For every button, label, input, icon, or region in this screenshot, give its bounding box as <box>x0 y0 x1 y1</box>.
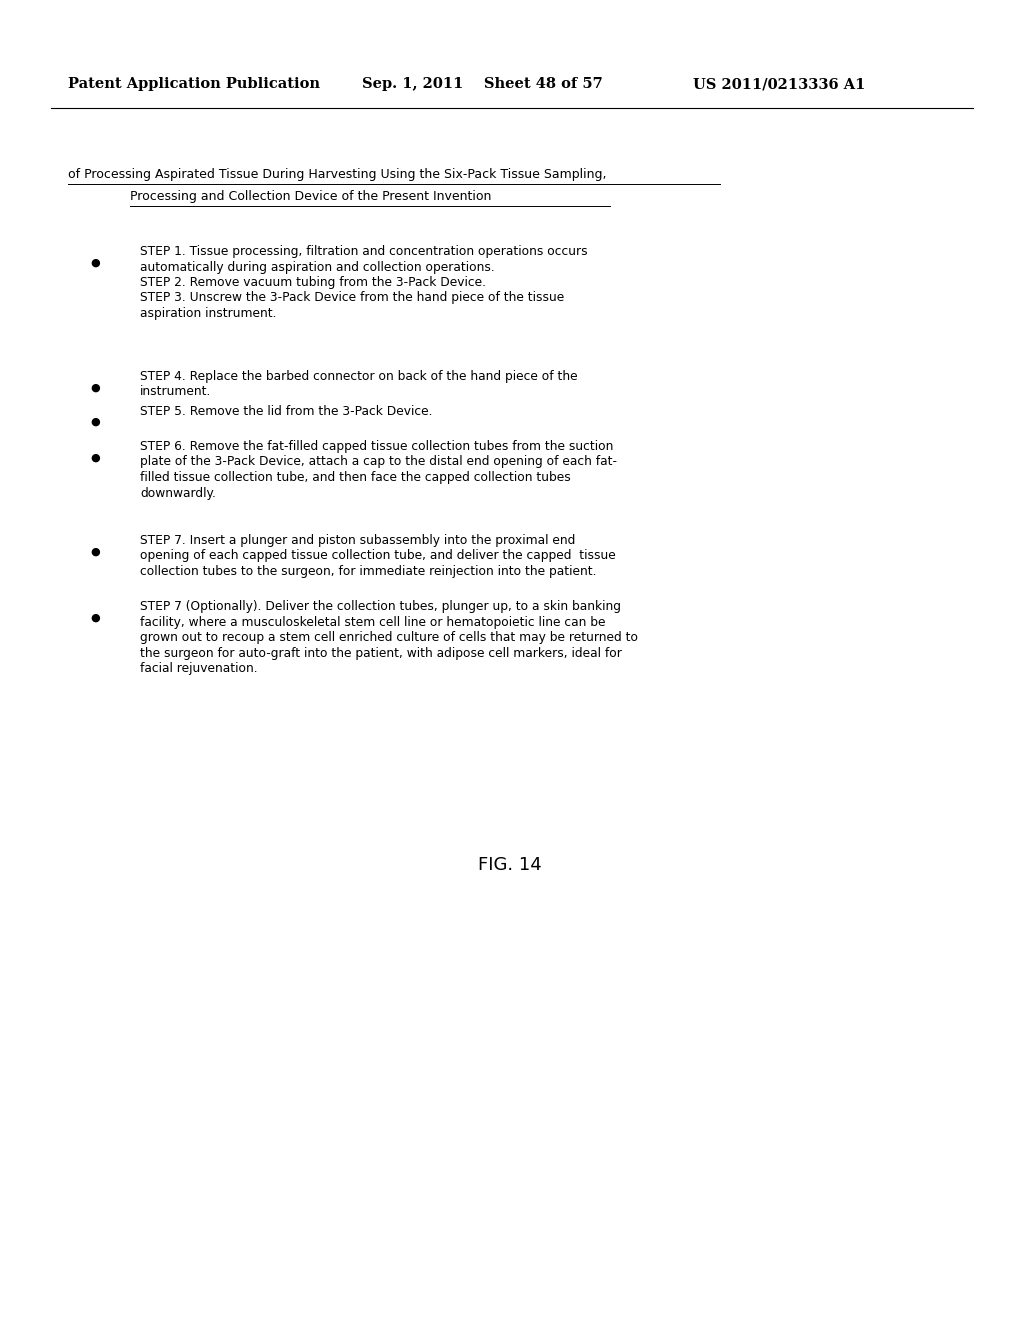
Text: facility, where a musculoskeletal stem cell line or hematopoietic line can be: facility, where a musculoskeletal stem c… <box>140 615 605 628</box>
Text: automatically during aspiration and collection operations.: automatically during aspiration and coll… <box>140 260 495 273</box>
Text: ●: ● <box>90 453 100 463</box>
Text: ●: ● <box>90 546 100 557</box>
Text: Patent Application Publication: Patent Application Publication <box>68 77 319 91</box>
Text: STEP 5. Remove the lid from the 3-Pack Device.: STEP 5. Remove the lid from the 3-Pack D… <box>140 405 432 418</box>
Text: Processing and Collection Device of the Present Invention: Processing and Collection Device of the … <box>130 190 492 203</box>
Text: STEP 1. Tissue processing, filtration and concentration operations occurs: STEP 1. Tissue processing, filtration an… <box>140 246 588 257</box>
Text: ●: ● <box>90 612 100 623</box>
Text: STEP 7 (Optionally). Deliver the collection tubes, plunger up, to a skin banking: STEP 7 (Optionally). Deliver the collect… <box>140 601 621 612</box>
Text: ●: ● <box>90 257 100 268</box>
Text: FIG. 14: FIG. 14 <box>478 855 542 874</box>
Text: US 2011/0213336 A1: US 2011/0213336 A1 <box>693 77 865 91</box>
Text: plate of the 3-Pack Device, attach a cap to the distal end opening of each fat-: plate of the 3-Pack Device, attach a cap… <box>140 455 617 469</box>
Text: filled tissue collection tube, and then face the capped collection tubes: filled tissue collection tube, and then … <box>140 471 570 484</box>
Text: downwardly.: downwardly. <box>140 487 216 499</box>
Text: instrument.: instrument. <box>140 385 211 399</box>
Text: STEP 2. Remove vacuum tubing from the 3-Pack Device.: STEP 2. Remove vacuum tubing from the 3-… <box>140 276 486 289</box>
Text: Sep. 1, 2011    Sheet 48 of 57: Sep. 1, 2011 Sheet 48 of 57 <box>362 77 603 91</box>
Text: the surgeon for auto-graft into the patient, with adipose cell markers, ideal fo: the surgeon for auto-graft into the pati… <box>140 647 622 660</box>
Text: STEP 3. Unscrew the 3-Pack Device from the hand piece of the tissue: STEP 3. Unscrew the 3-Pack Device from t… <box>140 292 564 305</box>
Text: collection tubes to the surgeon, for immediate reinjection into the patient.: collection tubes to the surgeon, for imm… <box>140 565 597 578</box>
Text: facial rejuvenation.: facial rejuvenation. <box>140 663 258 675</box>
Text: of Processing Aspirated Tissue During Harvesting Using the Six-Pack Tissue Sampl: of Processing Aspirated Tissue During Ha… <box>68 168 606 181</box>
Text: opening of each capped tissue collection tube, and deliver the capped  tissue: opening of each capped tissue collection… <box>140 549 615 562</box>
Text: ●: ● <box>90 383 100 393</box>
Text: STEP 6. Remove the fat-filled capped tissue collection tubes from the suction: STEP 6. Remove the fat-filled capped tis… <box>140 440 613 453</box>
Text: aspiration instrument.: aspiration instrument. <box>140 308 276 319</box>
Text: grown out to recoup a stem cell enriched culture of cells that may be returned t: grown out to recoup a stem cell enriched… <box>140 631 638 644</box>
Text: ●: ● <box>90 417 100 426</box>
Text: STEP 4. Replace the barbed connector on back of the hand piece of the: STEP 4. Replace the barbed connector on … <box>140 370 578 383</box>
Text: STEP 7. Insert a plunger and piston subassembly into the proximal end: STEP 7. Insert a plunger and piston suba… <box>140 535 575 546</box>
